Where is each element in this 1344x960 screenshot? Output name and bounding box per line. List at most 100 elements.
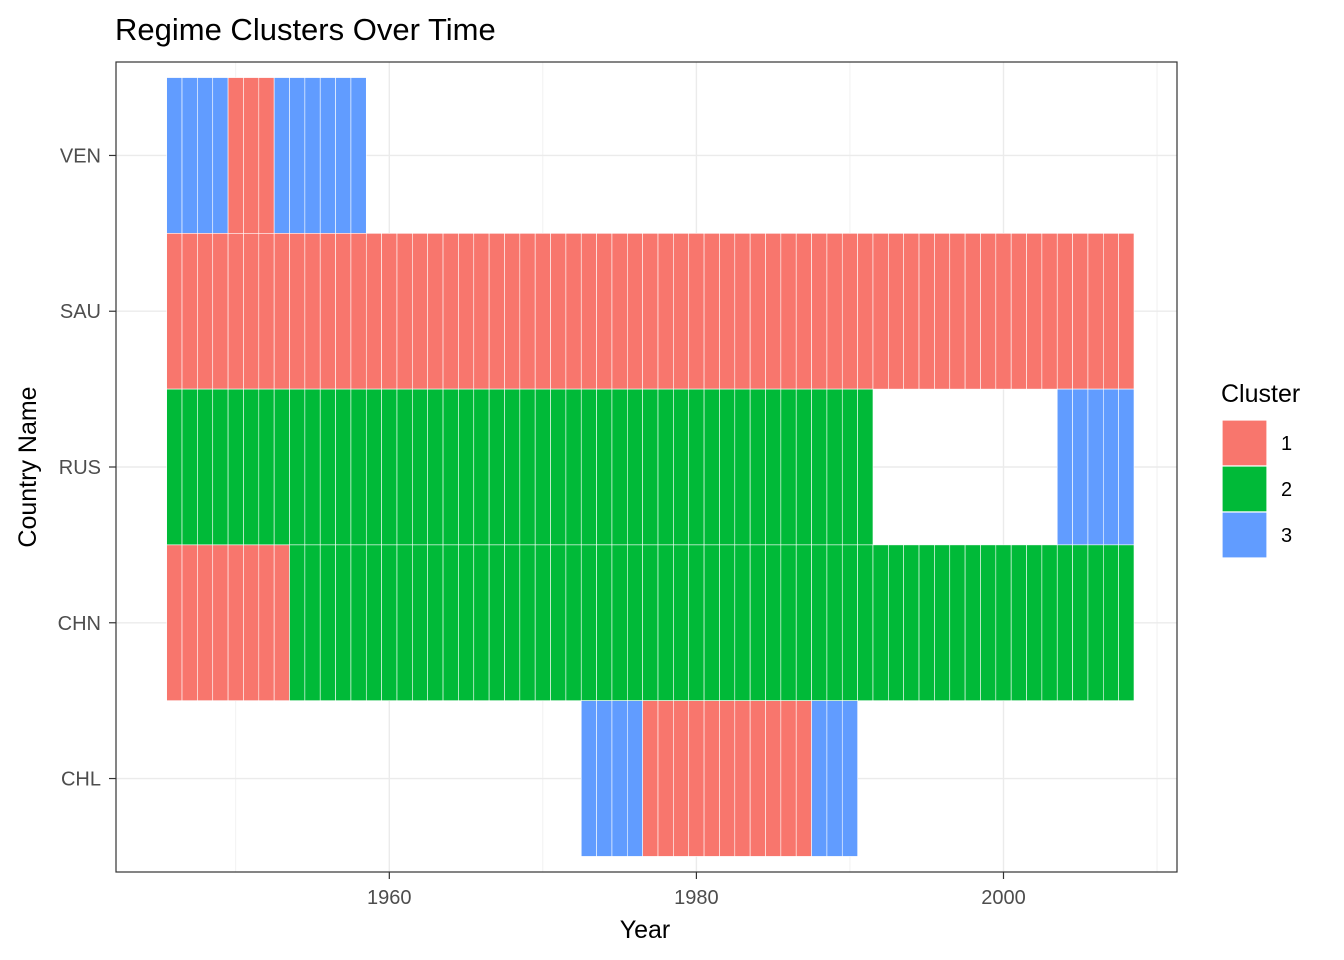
tile-chn-1981 <box>703 544 720 701</box>
tile-rus-1960 <box>381 388 398 546</box>
tile-chn-1999 <box>980 544 997 701</box>
tile-sau-1977 <box>642 233 659 390</box>
tile-rus-1961 <box>396 388 413 546</box>
tile-chn-1975 <box>611 544 628 701</box>
tile-sau-1974 <box>596 233 613 390</box>
tile-chn-1996 <box>934 544 951 701</box>
tile-ven-1949 <box>212 77 229 234</box>
tile-sau-1949 <box>212 233 229 390</box>
tile-rus-1954 <box>289 388 306 546</box>
tile-sau-1982 <box>719 233 736 390</box>
tile-sau-2008 <box>1118 233 1135 390</box>
tile-rus-1952 <box>258 388 275 546</box>
tile-chn-1998 <box>964 544 981 701</box>
x-axis-title: Year <box>620 916 671 944</box>
chart-title: Regime Clusters Over Time <box>115 12 496 47</box>
tile-sau-1962 <box>412 233 428 390</box>
tile-sau-1988 <box>811 233 828 390</box>
tile-rus-1989 <box>826 388 843 546</box>
legend: Cluster 1 2 3 <box>1221 380 1300 559</box>
tile-chn-1946 <box>166 544 183 701</box>
tile-chn-1964 <box>442 544 459 701</box>
tile-rus-1962 <box>412 388 428 546</box>
tile-chn-1969 <box>519 544 536 701</box>
legend-label-1: 1 <box>1281 433 1292 455</box>
tile-sau-2006 <box>1087 233 1104 390</box>
tile-sau-1972 <box>565 233 582 390</box>
tile-sau-1960 <box>381 233 398 390</box>
tile-chn-1978 <box>657 544 674 701</box>
tile-chn-1959 <box>365 544 382 701</box>
tile-chn-1995 <box>918 544 935 701</box>
tile-sau-1997 <box>949 233 966 390</box>
x-tick-label-1980: 1980 <box>674 887 719 909</box>
tile-rus-1966 <box>473 388 490 546</box>
tile-ven-1947 <box>181 77 198 234</box>
tile-ven-1954 <box>289 77 306 234</box>
tile-rus-1970 <box>534 388 551 546</box>
tile-rus-2006 <box>1087 388 1104 546</box>
tile-chn-1948 <box>197 544 214 701</box>
tile-chl-1988 <box>811 700 828 857</box>
tile-rus-1981 <box>703 388 720 546</box>
y-tick-label-sau: SAU <box>60 301 101 323</box>
tile-rus-1987 <box>795 388 812 546</box>
tile-chn-1979 <box>673 544 690 701</box>
heatmap-tiles <box>166 77 1135 857</box>
legend-title: Cluster <box>1221 380 1300 408</box>
tile-sau-1986 <box>780 233 797 390</box>
tile-sau-2000 <box>995 233 1012 390</box>
tile-chn-1990 <box>841 544 858 701</box>
tile-chn-1991 <box>857 544 874 701</box>
tile-rus-1950 <box>227 388 244 546</box>
tile-chn-2000 <box>995 544 1012 701</box>
tile-rus-1972 <box>565 388 582 546</box>
tile-chl-1987 <box>795 700 812 857</box>
tile-sau-1966 <box>473 233 490 390</box>
legend-label-2: 2 <box>1281 479 1292 501</box>
tile-rus-1977 <box>642 388 659 546</box>
tile-rus-1959 <box>365 388 382 546</box>
tile-chn-1971 <box>550 544 567 701</box>
tile-sau-1990 <box>841 233 858 390</box>
tile-rus-1979 <box>673 388 690 546</box>
tile-chn-2008 <box>1118 544 1135 701</box>
tile-chn-1974 <box>596 544 613 701</box>
tile-sau-1957 <box>335 233 352 390</box>
tile-sau-1985 <box>765 233 782 390</box>
tile-sau-1958 <box>350 233 367 390</box>
tile-chn-1966 <box>473 544 490 701</box>
tile-ven-1946 <box>166 77 183 234</box>
tile-sau-1946 <box>166 233 183 390</box>
tile-sau-1987 <box>795 233 812 390</box>
tile-sau-1967 <box>488 233 505 390</box>
tile-sau-1959 <box>365 233 382 390</box>
tile-rus-1983 <box>734 388 751 546</box>
legend-key-2 <box>1221 465 1268 513</box>
tile-rus-2007 <box>1102 388 1119 546</box>
tile-rus-1971 <box>550 388 567 546</box>
tile-sau-1965 <box>458 233 475 390</box>
y-axis-title: Country Name <box>14 386 42 547</box>
tile-chl-1974 <box>596 700 613 857</box>
y-tick-label-ven: VEN <box>60 145 101 167</box>
tile-sau-1952 <box>258 233 275 390</box>
tile-chl-1978 <box>657 700 674 857</box>
tile-chn-1989 <box>826 544 843 701</box>
tile-rus-1973 <box>580 388 597 546</box>
tile-rus-1976 <box>627 388 643 546</box>
tile-ven-1952 <box>258 77 275 234</box>
tile-chn-1957 <box>335 544 352 701</box>
tile-chn-1954 <box>289 544 306 701</box>
tile-chn-1988 <box>811 544 828 701</box>
tile-chn-1961 <box>396 544 413 701</box>
tile-chl-1975 <box>611 700 628 857</box>
tile-sau-1973 <box>580 233 597 390</box>
tile-sau-1953 <box>273 233 290 390</box>
tile-chn-1984 <box>749 544 766 701</box>
tile-sau-1976 <box>627 233 643 390</box>
tile-rus-1969 <box>519 388 536 546</box>
tile-sau-1983 <box>734 233 751 390</box>
tile-rus-1978 <box>657 388 674 546</box>
